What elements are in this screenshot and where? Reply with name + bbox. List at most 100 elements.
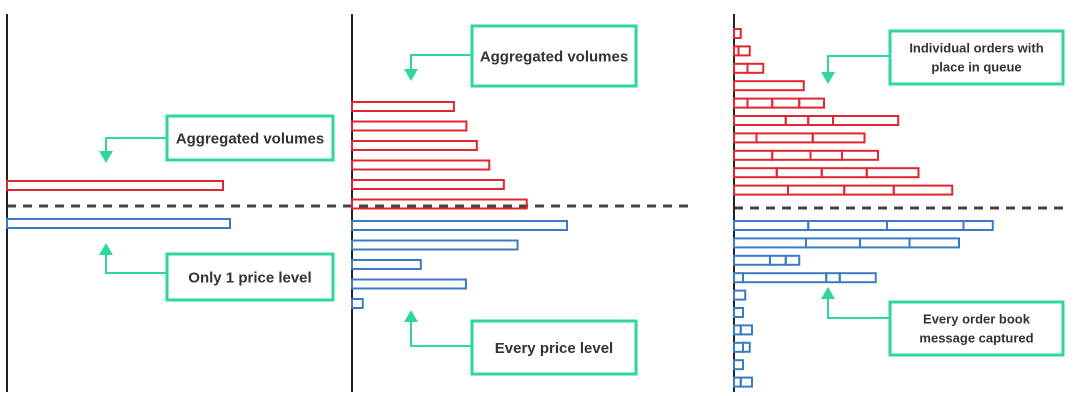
bid-level	[733, 376, 753, 388]
ask-order-bar	[351, 198, 528, 210]
ask-level	[351, 101, 455, 112]
bid-level	[733, 289, 747, 301]
ask-order-bar	[746, 62, 765, 74]
callout-connector	[105, 137, 167, 153]
arrow-down-icon	[99, 151, 113, 163]
ask-order-bar	[787, 184, 846, 196]
callout-connector	[827, 55, 890, 72]
callout-label: Aggregated volumes	[480, 48, 628, 65]
callout-box	[470, 24, 638, 88]
ask-level	[733, 97, 825, 109]
bid-level	[733, 237, 960, 249]
bid-level	[351, 259, 422, 270]
bid-bars	[351, 220, 568, 309]
panel-one-level: Aggregated volumes Only 1 price level	[6, 14, 335, 392]
bid-order-bar	[908, 237, 960, 249]
ask-order-bar	[733, 132, 758, 144]
callout-label: place in queue	[931, 60, 1021, 75]
ask-order-bar	[733, 97, 749, 109]
ask-order-bar	[351, 140, 478, 151]
bid-order-bar	[838, 272, 877, 284]
bid-order-bar	[886, 220, 965, 231]
ask-order-bar	[6, 180, 224, 191]
ask-order-bar	[737, 45, 751, 57]
callout-connector	[410, 54, 472, 70]
ask-order-bar	[892, 184, 954, 196]
ask-order-bar	[843, 184, 895, 196]
bid-level	[733, 254, 801, 266]
ask-level	[351, 179, 505, 190]
panel-every-level: Aggregated volumes Every price level	[351, 14, 638, 392]
arrow-up-icon	[99, 243, 113, 255]
ask-order-bar	[351, 120, 468, 132]
ask-order-bar	[832, 115, 900, 126]
ask-order-bar	[351, 179, 505, 190]
bid-order-bar	[351, 298, 364, 309]
callout-individual-orders: Individual orders with place in queue	[821, 29, 1065, 86]
bid-order-bar	[807, 220, 888, 231]
bid-order-bar	[351, 278, 467, 290]
bid-level	[6, 218, 231, 229]
callout-box	[165, 114, 335, 162]
callout-every-price-level: Every price level	[404, 310, 638, 376]
ask-order-bar	[798, 97, 825, 109]
callout-aggregated-volumes-1: Aggregated volumes	[99, 114, 335, 163]
callout-connector	[827, 299, 890, 319]
ask-order-bar	[351, 101, 455, 112]
bid-level	[733, 272, 877, 284]
bid-level	[351, 298, 364, 309]
ask-level	[733, 115, 900, 126]
ask-level	[351, 198, 528, 210]
bid-order-bar	[351, 259, 422, 270]
ask-level	[733, 28, 742, 39]
ask-bars	[351, 101, 528, 210]
bid-order-bar	[733, 307, 744, 318]
ask-order-bar	[733, 28, 742, 39]
bid-order-bar	[733, 237, 807, 249]
bid-level	[733, 359, 744, 371]
bid-order-bar	[739, 376, 753, 388]
bid-order-bar	[784, 254, 801, 266]
ask-order-bar	[733, 80, 805, 92]
bid-order-bar	[733, 220, 810, 231]
callout-label: Every price level	[495, 340, 613, 357]
arrow-down-icon	[821, 72, 835, 84]
ask-level	[6, 180, 224, 191]
arrow-up-icon	[404, 310, 418, 322]
ask-order-bar	[807, 115, 834, 126]
ask-order-bar	[771, 149, 812, 161]
bid-level	[351, 220, 568, 231]
ask-order-bar	[841, 149, 879, 161]
bid-order-bar	[6, 218, 231, 229]
bid-order-bar	[805, 237, 861, 249]
callout-label: message captured	[919, 331, 1033, 346]
ask-level	[733, 62, 765, 74]
callout-box	[470, 319, 638, 376]
callout-label: Every order book	[923, 312, 1031, 327]
ask-order-bar	[351, 159, 491, 171]
ask-level	[733, 149, 879, 161]
ask-level	[733, 184, 954, 196]
callout-label: Only 1 price level	[188, 269, 311, 286]
bid-order-bar	[733, 359, 744, 371]
panel-individual-orders: Individual orders with place in queue Ever…	[733, 14, 1065, 392]
bid-order-bar	[733, 289, 747, 301]
callout-every-order-message: Every order book message captured	[821, 287, 1065, 357]
ask-order-bar	[733, 149, 774, 161]
ask-level	[733, 167, 920, 179]
ask-order-bar	[865, 167, 920, 179]
bid-order-bar	[859, 237, 911, 249]
ask-order-bar	[820, 167, 868, 179]
ask-order-bar	[811, 132, 866, 144]
bid-level	[351, 239, 519, 251]
ask-level	[733, 45, 751, 57]
arrow-down-icon	[404, 69, 418, 81]
arrow-up-icon	[821, 287, 835, 299]
bid-level	[351, 278, 467, 290]
ask-order-bar	[733, 115, 787, 126]
callout-box	[165, 252, 335, 302]
ask-order-bar	[733, 167, 778, 179]
ask-order-bar	[755, 132, 814, 144]
callout-label: Individual orders with	[909, 41, 1043, 56]
